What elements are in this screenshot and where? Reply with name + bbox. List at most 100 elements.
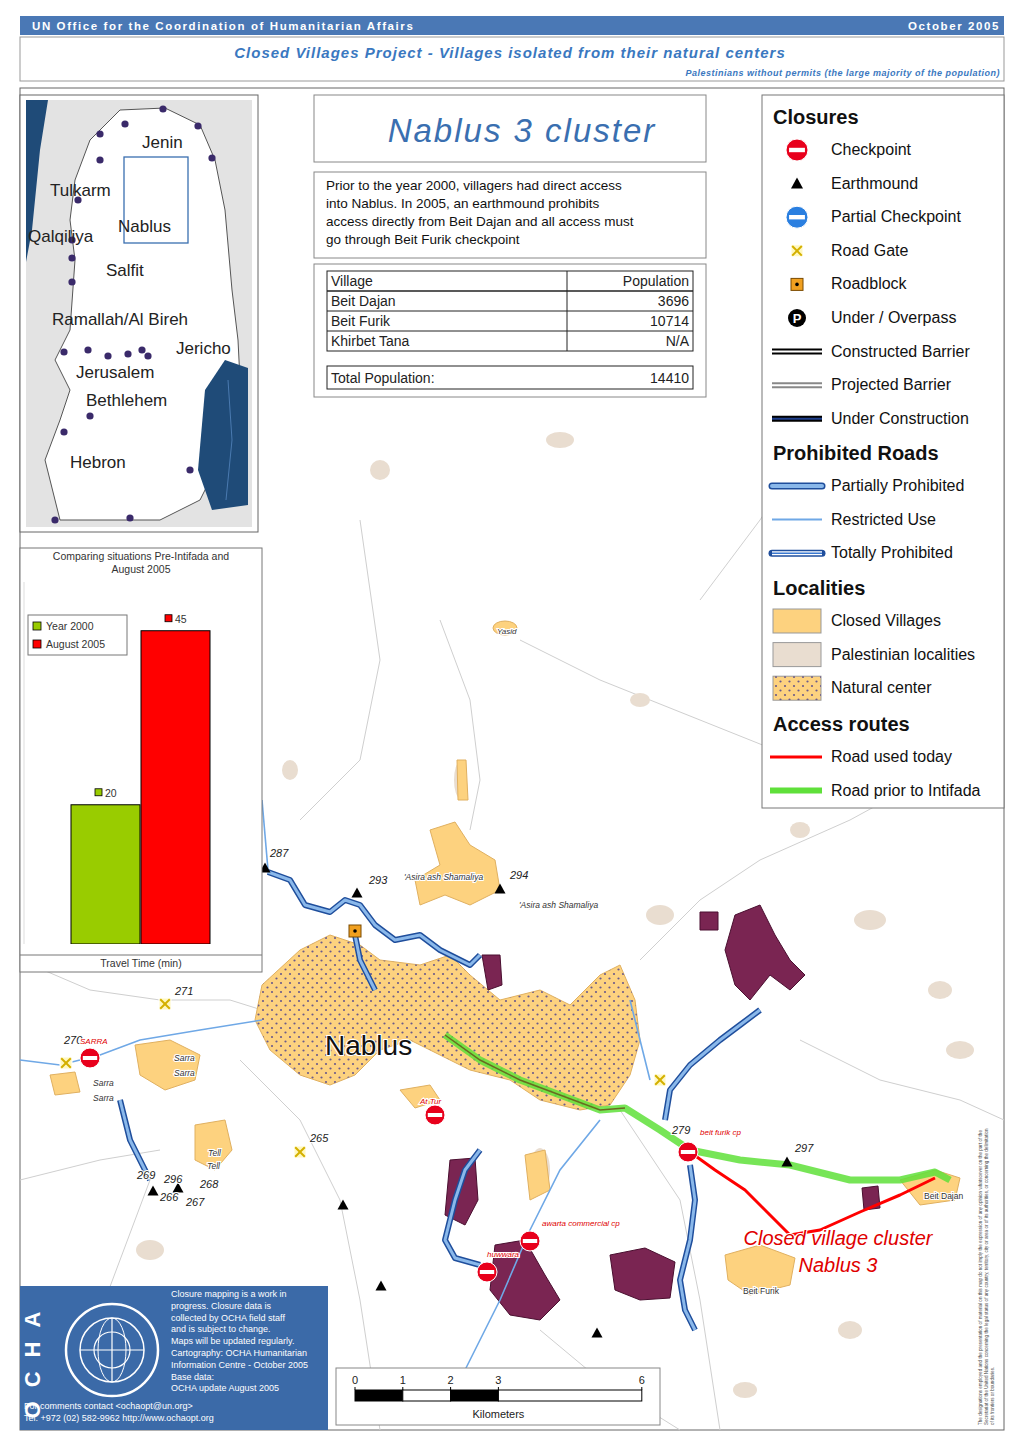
map-label: Tell — [208, 1148, 222, 1158]
map-label: Sarra — [174, 1053, 195, 1063]
inset-dot — [208, 154, 215, 161]
checkpoint-bar — [789, 148, 805, 152]
scale-tick — [355, 1387, 356, 1390]
prohibited-road — [355, 935, 375, 990]
table-rule — [327, 290, 693, 292]
road-gate-symbol — [791, 245, 803, 257]
description-box — [314, 172, 706, 258]
table-total-value: 14410 — [650, 370, 689, 386]
roadblock-dot — [795, 283, 799, 287]
inset-dot — [186, 466, 193, 473]
checkpoint-bar — [789, 215, 805, 219]
barrier-outer — [772, 382, 822, 388]
map-label: 287 — [269, 847, 289, 859]
roadblock-dot — [353, 929, 357, 933]
inset-dot — [96, 156, 103, 163]
legend-label: Year 2000 — [46, 620, 94, 632]
road-gate-cross — [655, 1075, 665, 1085]
inset-label: Tulkarm — [50, 181, 111, 200]
closed-village — [415, 822, 500, 905]
inset-dot — [194, 122, 201, 129]
inset-label: Jerusalem — [76, 363, 154, 382]
inset-map: JeninTulkarmNablusQalqiliyaSalfitRamalla… — [20, 95, 258, 532]
road — [800, 1040, 1004, 1120]
checkpoint-symbol — [520, 1231, 540, 1251]
prohibited-road-outline — [445, 1150, 480, 1265]
earthmound-symbol — [782, 1157, 793, 1167]
locality-swatch — [773, 609, 821, 633]
map-label: 294 — [509, 869, 528, 881]
road-used-today — [690, 1152, 935, 1235]
map-label: 296 — [163, 1173, 183, 1185]
legend-box — [28, 615, 127, 655]
palestinian-locality — [282, 760, 298, 780]
scale-segment — [403, 1390, 451, 1401]
map-label: Sarra — [93, 1078, 114, 1088]
legend-item: Natural center — [831, 679, 932, 696]
checkpoint-symbol — [786, 139, 808, 161]
legend-item: Road prior to Intifada — [831, 782, 981, 799]
legend-item: Under Construction — [831, 410, 969, 427]
barrier-outer — [772, 349, 822, 355]
route-swatch — [770, 788, 822, 794]
footer-note: progress. Closure data is — [171, 1301, 272, 1311]
locality-swatch — [773, 676, 821, 700]
legend-item: Palestinian localities — [831, 646, 975, 663]
legend-item: Projected Barrier — [831, 376, 952, 393]
prohibited-road — [120, 1100, 150, 1180]
map-label: 293 — [368, 874, 388, 886]
legend-item: Roadblock — [831, 275, 908, 292]
barrier-inner — [772, 418, 822, 420]
map-label: Sarra — [93, 1093, 114, 1103]
map-label: Tell — [207, 1161, 221, 1171]
restricted-road — [630, 1000, 650, 1080]
scale-unit: Kilometers — [472, 1408, 524, 1420]
description-line: Prior to the year 2000, villagers had di… — [326, 178, 622, 193]
logo-globe — [80, 1318, 144, 1382]
inset-dot — [60, 348, 67, 355]
map-label: Nablus — [325, 1030, 412, 1061]
disclaimer-line: The designations employed and the presen… — [978, 1130, 983, 1425]
inset-label: Ramallah/Al Bireh — [52, 310, 188, 329]
roadblock-symbol — [791, 278, 803, 290]
title-box — [314, 95, 706, 162]
inset-dot — [84, 346, 91, 353]
chart-title-line: Comparing situations Pre-Intifada and — [53, 550, 229, 562]
road-fill — [772, 484, 822, 488]
table-cell: 3696 — [658, 293, 689, 309]
map-label: 271 — [174, 985, 193, 997]
inset-dot — [86, 412, 93, 419]
road-prior-center — [445, 1035, 625, 1110]
logo-meridians — [80, 1318, 144, 1382]
checkpoint-bar — [83, 1056, 97, 1060]
inset-dot — [144, 352, 151, 359]
cluster-callout: Closed village cluster — [744, 1227, 934, 1249]
footer-box — [20, 1286, 328, 1430]
inset-dot — [96, 130, 103, 137]
scale-segment — [355, 1390, 403, 1401]
subtitle-box — [20, 37, 1004, 81]
inset-dot — [121, 120, 128, 127]
scale-segment — [498, 1390, 641, 1401]
palestinian-locality — [546, 432, 574, 448]
footer-note: Maps will be updated regularly. — [171, 1336, 294, 1346]
map-label: 'Asira ash Shamaliya — [519, 900, 598, 910]
table-cell: Beit Dajan — [331, 293, 396, 309]
table-total-frame — [327, 366, 693, 389]
footer-note: Cartography: OCHA Humanitarian — [171, 1348, 307, 1358]
table-rule — [327, 331, 693, 332]
earthmound-symbol — [791, 178, 803, 189]
route-swatch — [770, 756, 822, 759]
legend-item: Earthmound — [831, 175, 918, 192]
legend-item: Road used today — [831, 748, 952, 765]
map-label: At Tur — [419, 1097, 442, 1106]
table-cell: Beit Furik — [331, 313, 391, 329]
description-line: go through Beit Furik checkpoint — [326, 232, 520, 247]
map-label: 279 — [671, 1124, 690, 1136]
legend-heading: Prohibited Roads — [773, 442, 939, 464]
description-line: into Nablus. In 2005, an earthmound proh… — [326, 196, 599, 211]
disclaimer-line: Secretariat of the United Nations concer… — [984, 1128, 989, 1425]
header-org: UN Office for the Coordination of Humani… — [32, 20, 414, 32]
table-frame — [327, 271, 693, 351]
prohibited-road-outline — [268, 872, 480, 965]
